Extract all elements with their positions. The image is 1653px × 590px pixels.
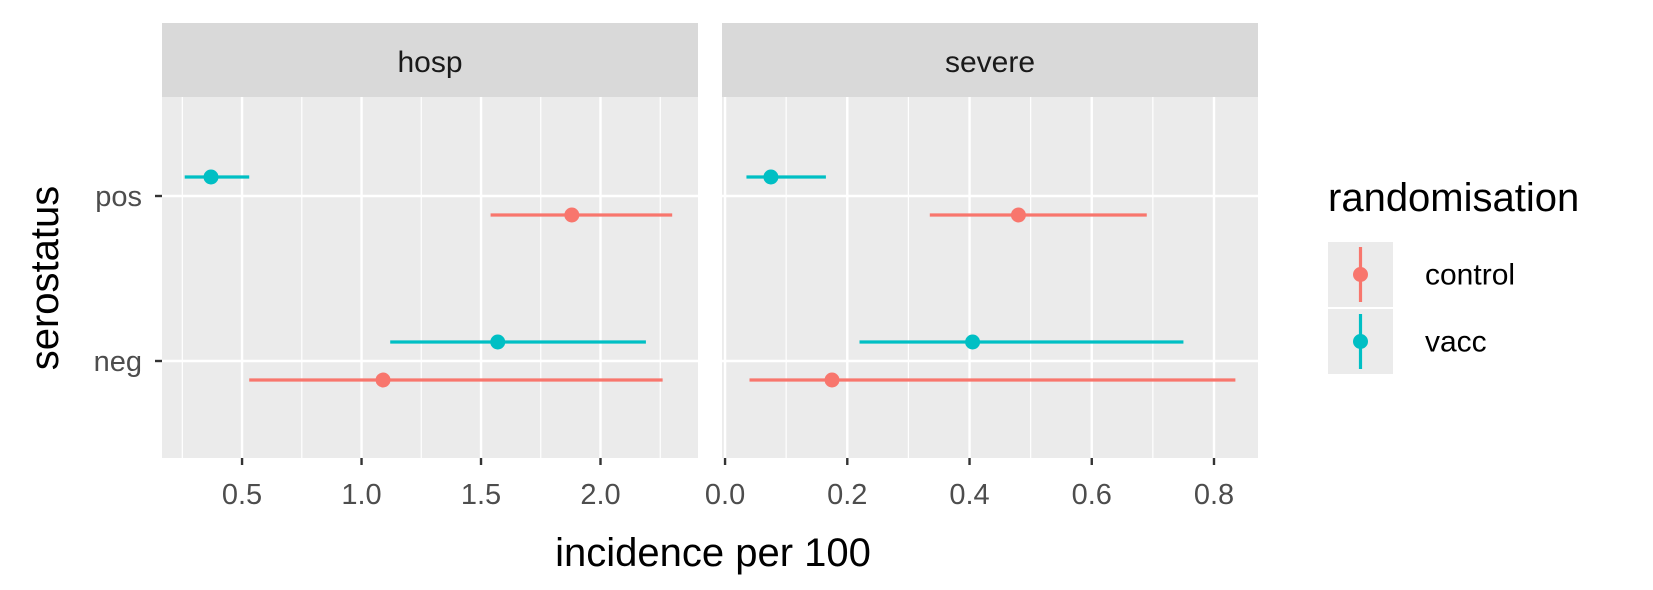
strip-background	[162, 23, 698, 97]
x-tick-label: 1.0	[341, 479, 381, 511]
panel-hosp: hosp 0.5 1.0 1.5 2.0	[162, 23, 698, 511]
strip-label: hosp	[397, 46, 462, 79]
pointrange-neg-vacc	[859, 334, 1184, 350]
legend-key-point	[1353, 334, 1368, 349]
data-point	[965, 334, 981, 350]
legend-label: vacc	[1425, 326, 1487, 359]
x-tick-label: 0.2	[827, 479, 867, 511]
legend-item-control: control	[1328, 242, 1515, 307]
pointrange-pos-vacc	[746, 169, 826, 185]
x-tick-label: 0.0	[705, 479, 745, 511]
x-axis-title: incidence per 100	[555, 531, 871, 575]
panel-background	[722, 97, 1258, 458]
pointrange-pos-vacc	[184, 169, 250, 185]
strip-background	[722, 23, 1258, 97]
pointrange-neg-control	[249, 372, 663, 388]
pointrange-pos-control	[490, 207, 673, 223]
data-point	[564, 207, 580, 223]
legend: randomisation control vacc	[1328, 176, 1579, 374]
legend-key-point	[1353, 267, 1368, 282]
pointrange-neg-control	[749, 372, 1236, 388]
data-point	[490, 334, 506, 350]
y-axis-title: serostatus	[23, 186, 67, 371]
data-point	[1010, 207, 1026, 223]
panel-background	[162, 97, 698, 458]
data-point	[375, 372, 391, 388]
pointrange-pos-control	[929, 207, 1147, 223]
panels: hosp 0.5 1.0 1.5 2.0 severe 0.0 0.2 0.4 0.6 0.8	[162, 23, 1258, 511]
data-point	[203, 169, 219, 185]
data-point	[824, 372, 840, 388]
x-tick-label: 0.6	[1072, 479, 1112, 511]
y-tick-label: pos	[95, 181, 142, 213]
y-tick-label: neg	[94, 346, 142, 378]
x-tick-label: 0.5	[222, 479, 262, 511]
x-tick-label: 0.8	[1194, 479, 1234, 511]
x-tick-label: 1.5	[461, 479, 501, 511]
pointrange-neg-vacc	[390, 334, 646, 350]
legend-label: control	[1425, 259, 1515, 292]
x-tick-label: 0.4	[949, 479, 989, 511]
data-point	[763, 169, 779, 185]
legend-title: randomisation	[1328, 176, 1579, 220]
x-tick-label: 2.0	[580, 479, 620, 511]
legend-item-vacc: vacc	[1328, 309, 1487, 374]
y-axis: pos neg	[94, 181, 162, 378]
panel-severe: severe 0.0 0.2 0.4 0.6 0.8	[705, 23, 1258, 511]
strip-label: severe	[945, 46, 1035, 79]
